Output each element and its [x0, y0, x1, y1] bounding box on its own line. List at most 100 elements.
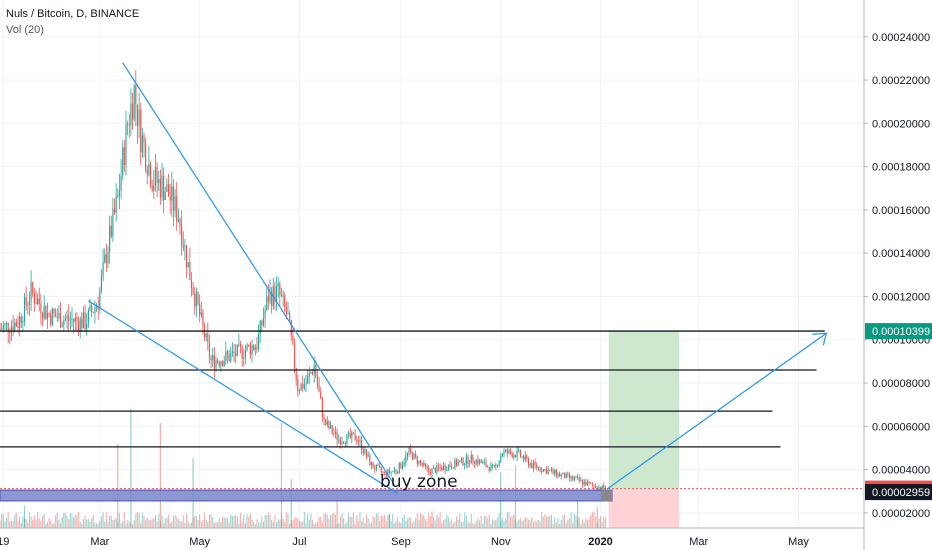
volume-bar [230, 514, 232, 528]
candle-body [526, 455, 528, 459]
volume-bar [213, 522, 215, 528]
candle-body [251, 345, 253, 355]
volume-bar [176, 516, 178, 528]
volume-spike [280, 423, 283, 528]
candle-body [329, 425, 332, 429]
volume-bar [131, 523, 134, 528]
candle-body [123, 147, 125, 166]
volume-bar [10, 520, 13, 528]
buy-zone-rect [0, 489, 613, 502]
x-tick-label: Sep [391, 536, 411, 548]
volume-bar [491, 519, 494, 528]
candle-body [269, 291, 271, 302]
chart-grid [0, 0, 864, 528]
x-tick-label: May [189, 536, 210, 548]
candle-body [66, 315, 68, 319]
volume-bar [164, 518, 166, 528]
candle-body [235, 353, 237, 356]
volume-bar [77, 512, 80, 528]
volume-bar [480, 515, 482, 528]
candle-body [545, 469, 548, 474]
volume-bar [311, 520, 314, 528]
symbol-title[interactable]: Nuls / Bitcoin, D, BINANCE [6, 8, 140, 20]
candle-body [377, 464, 379, 466]
volume-bar [452, 523, 454, 528]
candle-body [77, 320, 80, 331]
candle-body [557, 473, 559, 477]
candle-body [508, 450, 510, 454]
candle-body [444, 465, 446, 471]
candle-body [218, 362, 220, 366]
candle-body [403, 462, 405, 465]
candle-body [531, 463, 533, 469]
volume-bar [531, 516, 533, 528]
volume-bar [439, 512, 441, 528]
candle-body [86, 323, 88, 330]
candle-body [228, 354, 230, 361]
candle-body [359, 440, 361, 442]
volume-bar [555, 522, 557, 528]
candle-body [1, 329, 3, 330]
candle-body [460, 458, 463, 461]
volume-bar [557, 517, 559, 528]
candle-body [297, 379, 299, 392]
volume-bar [122, 521, 124, 528]
candle-body [212, 355, 214, 361]
candle-body [482, 461, 484, 464]
candle-body [19, 316, 21, 328]
volume-bar [329, 514, 332, 528]
volume-bar [197, 520, 199, 528]
candle-body [442, 465, 445, 471]
candle-body [601, 485, 603, 490]
volume-bar [9, 521, 11, 528]
volume-indicator-label[interactable]: Vol (20) [6, 24, 44, 36]
candle-body [527, 458, 530, 466]
candle-body [328, 421, 330, 429]
candle-body [416, 456, 418, 464]
volume-bar [235, 515, 237, 528]
volume-bar [46, 522, 49, 528]
volume-spike [577, 500, 579, 528]
candle-body [536, 464, 538, 468]
volume-bar [0, 521, 1, 528]
candle-body [372, 462, 374, 468]
volume-bar [285, 512, 287, 528]
candle-body [338, 439, 340, 441]
candle-body [356, 440, 358, 441]
candle-body [146, 170, 148, 175]
volume-bar [284, 521, 286, 528]
candle-body [200, 312, 202, 316]
candle-body [12, 326, 14, 332]
candle-body [303, 384, 305, 389]
volume-bar [365, 514, 368, 528]
volume-bar [236, 516, 238, 528]
candle-body [226, 351, 229, 355]
candle-body [171, 186, 173, 201]
candle-body [257, 334, 260, 350]
candle-body [465, 456, 467, 464]
candle-body [233, 351, 235, 354]
buy-price-badge-bg [865, 484, 932, 501]
candle-body [562, 472, 564, 475]
candle-body [483, 461, 485, 463]
candle-body [280, 294, 283, 297]
candle-body [145, 143, 147, 171]
candle-body [289, 313, 291, 320]
volume-bar [315, 522, 317, 528]
candle-body [110, 225, 112, 237]
volume-bar [398, 522, 400, 528]
candle-body [40, 303, 42, 314]
volume-bar [470, 513, 472, 528]
volume-bar [400, 523, 402, 528]
volume-bar [590, 514, 592, 528]
candle-body [210, 357, 212, 361]
volume-bar [257, 522, 260, 528]
candle-body [166, 184, 168, 192]
volume-bar [45, 523, 47, 528]
candle-body [352, 432, 355, 434]
volume-spike [23, 505, 26, 528]
volume-bar [99, 521, 101, 528]
candle-body [472, 455, 474, 462]
candle-body [408, 448, 410, 454]
